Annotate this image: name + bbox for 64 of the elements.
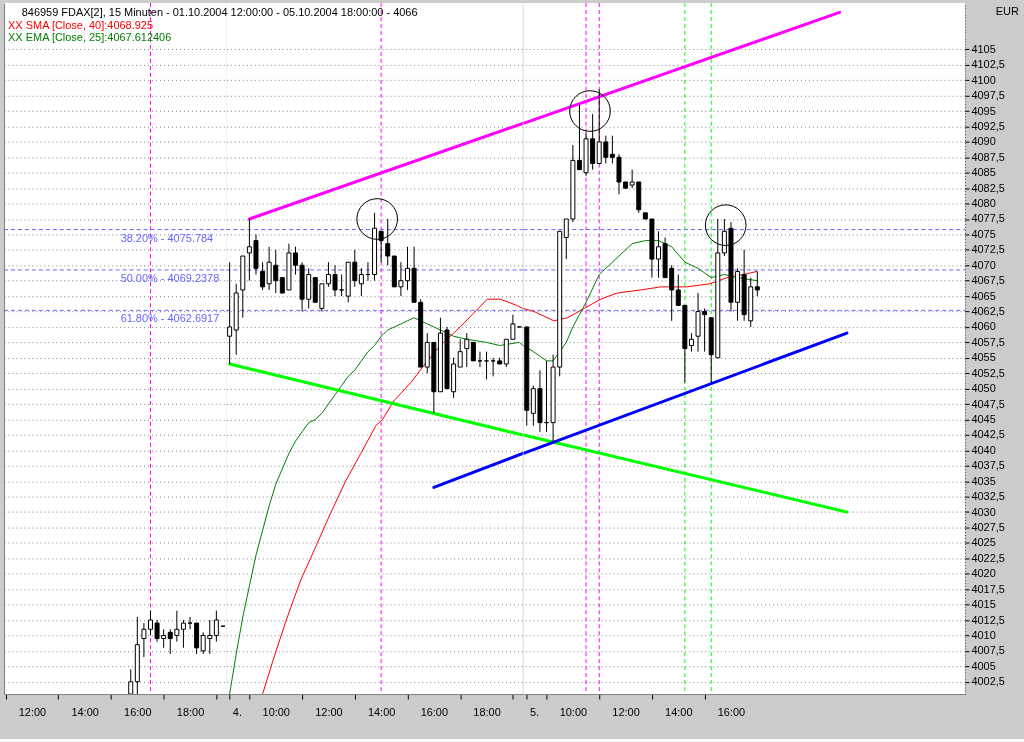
x-tick-label: 16:00 [124,706,152,719]
y-tick-label: 4097,5 [971,89,1005,102]
annotation: 61.80% - 4062.6917 [120,312,220,325]
text: XX EMA [Close, 25]:4067.612406 [8,30,172,43]
x-tick-label: 10:00 [262,706,290,719]
y-tick-label: 4052,5 [971,366,1005,379]
y-tick-label: 4070 [971,258,996,271]
y-tick-label: 4020 [971,567,996,580]
x-tick-label: 14:00 [367,706,396,719]
y-tick-label: 4075 [971,227,996,240]
y-tick-label: 4010 [971,628,996,641]
y-tick-label: 4025 [971,536,996,549]
chart-title: 846959 FDAX[2], 15 Minuten - 01.10.2004 12:00:00 - 05.10.2004 18:00:00 - 4066 [21,6,418,19]
y-tick-label: 4017,5 [971,582,1005,595]
y-tick-label: 4040 [971,443,996,456]
y-tick-label: 4055 [971,351,996,364]
x-tick-label: 16:00 [420,706,449,719]
y-tick-label: 4035 [971,474,996,487]
y-tick-label: 4095 [971,104,996,117]
y-tick-label: 4050 [971,382,996,395]
x-axis-title: 4. [232,706,242,719]
y-tick-label: 4037,5 [971,459,1005,472]
y-tick-label: 4065 [971,289,996,302]
text: XX SMA [Close, 40]:4068.925 [8,19,153,31]
x-tick-label: 12:00 [612,706,640,719]
x-tick-label: 18:00 [473,706,501,719]
x-tick-label: 12:00 [18,706,47,719]
y-tick-label: 4012,5 [971,613,1005,626]
y-tick-label: 4005 [971,659,996,672]
y-tick-label: 4022,5 [971,551,1005,564]
y-tick-label: 4085 [971,166,996,179]
y-tick-label: 4002,5 [971,675,1005,688]
y-tick-label: 4032,5 [971,490,1005,503]
x-tick-label: 12:00 [315,706,343,719]
x-tick-label: 10:00 [559,706,588,719]
y-tick-label: 4062,5 [971,305,1005,318]
x-tick-label: 16:00 [717,706,746,719]
y-tick-label: 4060 [971,320,996,333]
y-tick-label: 4087,5 [971,150,1005,163]
x-tick-label: 18:00 [176,706,205,719]
y-tick-label: 4092,5 [971,119,1005,132]
y-axis-title: EUR [995,4,1019,17]
y-tick-label: 4015 [971,598,996,611]
y-tick-label: 4047,5 [971,397,1005,410]
y-tick-label: 4102,5 [971,58,1005,71]
y-tick-label: 4090 [971,135,996,148]
x-tick-label: 14:00 [71,706,99,719]
annotation: 38.20% - 4075.784 [120,231,214,244]
x-axis-title: 5. [529,706,540,719]
y-tick-label: 4080 [971,197,996,210]
y-tick-label: 4045 [971,413,996,425]
y-tick-label: 4057,5 [971,335,1005,348]
y-tick-label: 4042,5 [971,428,1005,441]
y-tick-label: 4030 [971,505,996,518]
x-tick-label: 14:00 [665,706,693,719]
y-tick-label: 4105 [971,42,996,55]
y-tick-label: 4072,5 [971,243,1005,256]
y-tick-label: 4007,5 [971,644,1005,657]
y-tick-label: 4082,5 [971,181,1005,194]
y-tick-label: 4067,5 [971,274,1005,287]
annotation: 50.00% - 4069.2378 [120,271,220,284]
y-tick-label: 4027,5 [971,520,1005,533]
y-tick-label: 4077,5 [971,212,1005,225]
y-tick-label: 4100 [971,73,996,86]
